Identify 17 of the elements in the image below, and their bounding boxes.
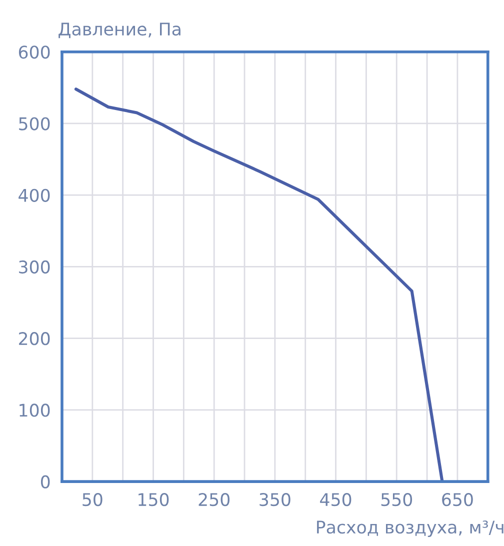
x-axis-title: Расход воздуха, м³/ч [317,520,504,538]
x-tick-label: 450 [320,492,352,506]
y-tick-label: 300 [19,260,50,274]
x-tick-label: 150 [138,492,169,506]
x-tick-label: 550 [381,492,412,506]
x-tick-label: 650 [442,492,473,506]
line-series [74,88,444,482]
x-tick-label: 350 [260,492,290,506]
y-tick-label: 400 [18,188,50,202]
y-axis-title: Давление, Па [58,22,180,38]
y-tick-label: 200 [19,332,50,346]
x-tick-label: 250 [198,492,230,506]
y-tick-label: 0 [40,475,50,488]
x-tick-label: 50 [82,492,102,506]
y-tick-label: 100 [20,404,50,417]
y-tick-label: 600 [18,46,50,59]
y-tick-label: 500 [19,117,50,130]
